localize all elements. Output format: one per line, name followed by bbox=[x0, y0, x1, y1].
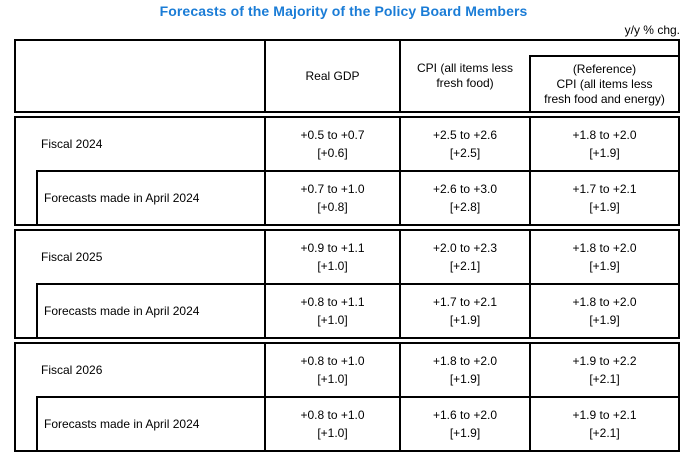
forecast-range: +1.8 to +2.0 bbox=[432, 354, 498, 368]
forecast-median: [+1.0] bbox=[317, 313, 348, 327]
forecast-range: +1.8 to +2.0 bbox=[572, 241, 637, 255]
forecast-range: +0.9 to +1.1 bbox=[300, 241, 365, 255]
forecast-median: [+2.1] bbox=[449, 259, 481, 273]
forecast-range: +0.8 to +1.0 bbox=[300, 354, 365, 368]
forecast-median: [+2.1] bbox=[589, 372, 620, 386]
cell-gdp-april-2025: +0.8 to +1.1 [+1.0] bbox=[264, 283, 399, 337]
cell-cpi-april-2025: +1.7 to +2.1 [+1.9] bbox=[399, 283, 529, 337]
forecast-median: [+1.9] bbox=[449, 372, 481, 386]
forecast-median: [+1.0] bbox=[317, 372, 348, 386]
forecast-median: [+1.0] bbox=[317, 426, 348, 440]
cell-ref-cpi-april-2024: +1.7 to +2.1 [+1.9] bbox=[529, 170, 678, 224]
forecast-range: +0.5 to +0.7 bbox=[300, 128, 365, 142]
cell-ref-cpi-fiscal-2025: +1.8 to +2.0 [+1.9] bbox=[529, 231, 678, 283]
forecast-median: [+2.1] bbox=[589, 426, 620, 440]
header-label-ref-line3: fresh food and energy) bbox=[544, 91, 665, 106]
header-label-cpi-line1: CPI (all items less bbox=[416, 61, 514, 75]
forecast-range: +1.6 to +2.0 bbox=[432, 408, 498, 422]
cell-cpi-fiscal-2024: +2.5 to +2.6 [+2.5] bbox=[399, 118, 529, 170]
april-label-cell: Forecasts made in April 2024 bbox=[16, 170, 264, 224]
row-fiscal-2026: Fiscal 2026 +0.8 to +1.0 [+1.0] +1.8 to … bbox=[16, 344, 678, 396]
forecast-median: [+2.5] bbox=[449, 146, 481, 160]
row-fiscal-2025: Fiscal 2025 +0.9 to +1.1 [+1.0] +2.0 to … bbox=[16, 231, 678, 283]
table-header-row: Real GDP CPI (all items less fresh food)… bbox=[14, 39, 680, 113]
april-forecast-label: Forecasts made in April 2024 bbox=[36, 396, 264, 450]
row-april-forecast-2025: Forecasts made in April 2024 +0.8 to +1.… bbox=[16, 283, 678, 337]
forecast-range: +1.8 to +2.0 bbox=[572, 128, 637, 142]
row-april-forecast-2026: Forecasts made in April 2024 +0.8 to +1.… bbox=[16, 396, 678, 450]
cell-cpi-fiscal-2025: +2.0 to +2.3 [+2.1] bbox=[399, 231, 529, 283]
cell-gdp-fiscal-2024: +0.5 to +0.7 [+0.6] bbox=[264, 118, 399, 170]
forecast-range: +2.5 to +2.6 bbox=[432, 128, 498, 142]
row-april-forecast-2024: Forecasts made in April 2024 +0.7 to +1.… bbox=[16, 170, 678, 224]
block-fiscal-2026: Fiscal 2026 +0.8 to +1.0 [+1.0] +1.8 to … bbox=[14, 342, 680, 452]
forecast-table: Real GDP CPI (all items less fresh food)… bbox=[14, 39, 680, 452]
cell-cpi-april-2026: +1.6 to +2.0 [+1.9] bbox=[399, 396, 529, 450]
cell-ref-cpi-april-2026: +1.9 to +2.1 [+2.1] bbox=[529, 396, 678, 450]
forecast-median: [+2.8] bbox=[449, 200, 481, 214]
reference-header-box: (Reference) CPI (all items less fresh fo… bbox=[529, 55, 678, 111]
block-fiscal-2024: Fiscal 2024 +0.5 to +0.7 [+0.6] +2.5 to … bbox=[14, 116, 680, 226]
row-fiscal-2024: Fiscal 2024 +0.5 to +0.7 [+0.6] +2.5 to … bbox=[16, 118, 678, 170]
report-title: Forecasts of the Majority of the Policy … bbox=[159, 3, 528, 19]
forecast-median: [+1.9] bbox=[589, 146, 620, 160]
forecast-range: +1.9 to +2.2 bbox=[572, 354, 637, 368]
fiscal-year-label: Fiscal 2024 bbox=[41, 137, 103, 151]
header-label-real-gdp: Real GDP bbox=[305, 68, 360, 83]
forecast-range: +0.8 to +1.0 bbox=[300, 408, 365, 422]
cell-gdp-fiscal-2025: +0.9 to +1.1 [+1.0] bbox=[264, 231, 399, 283]
header-cell-reference-cpi: (Reference) CPI (all items less fresh fo… bbox=[529, 41, 678, 111]
forecast-range: +0.8 to +1.1 bbox=[300, 295, 365, 309]
header-cell-empty bbox=[16, 41, 264, 111]
header-cell-cpi: CPI (all items less fresh food) bbox=[399, 41, 529, 111]
header-label-ref-line1: (Reference) bbox=[572, 61, 637, 76]
april-label-cell: Forecasts made in April 2024 bbox=[16, 396, 264, 450]
header-label-cpi-line2: fresh food) bbox=[436, 76, 494, 90]
cell-gdp-april-2024: +0.7 to +1.0 [+0.8] bbox=[264, 170, 399, 224]
forecast-median: [+1.9] bbox=[589, 313, 620, 327]
unit-note: y/y % chg. bbox=[624, 23, 680, 37]
forecast-range: +1.7 to +2.1 bbox=[432, 295, 498, 309]
header-label-ref-line2: CPI (all items less bbox=[556, 76, 653, 91]
forecast-median: [+1.0] bbox=[317, 259, 348, 273]
forecast-range: +0.7 to +1.0 bbox=[300, 182, 365, 196]
forecast-range: +1.7 to +2.1 bbox=[572, 182, 637, 196]
cell-ref-cpi-fiscal-2024: +1.8 to +2.0 [+1.9] bbox=[529, 118, 678, 170]
forecast-range: +1.9 to +2.1 bbox=[572, 408, 637, 422]
block-fiscal-2025: Fiscal 2025 +0.9 to +1.1 [+1.0] +2.0 to … bbox=[14, 229, 680, 339]
forecast-range: +2.6 to +3.0 bbox=[432, 182, 498, 196]
cell-cpi-april-2024: +2.6 to +3.0 [+2.8] bbox=[399, 170, 529, 224]
fiscal-year-label: Fiscal 2026 bbox=[41, 363, 103, 377]
forecast-median: [+0.6] bbox=[317, 146, 348, 160]
cell-cpi-fiscal-2026: +1.8 to +2.0 [+1.9] bbox=[399, 344, 529, 396]
april-forecast-label: Forecasts made in April 2024 bbox=[36, 283, 264, 337]
forecast-median: [+0.8] bbox=[317, 200, 348, 214]
april-forecast-label: Forecasts made in April 2024 bbox=[36, 170, 264, 224]
cell-gdp-april-2026: +0.8 to +1.0 [+1.0] bbox=[264, 396, 399, 450]
header-cell-real-gdp: Real GDP bbox=[264, 41, 399, 111]
forecast-range: +1.8 to +2.0 bbox=[572, 295, 637, 309]
april-label-cell: Forecasts made in April 2024 bbox=[16, 283, 264, 337]
forecast-median: [+1.9] bbox=[449, 313, 481, 327]
cell-ref-cpi-april-2025: +1.8 to +2.0 [+1.9] bbox=[529, 283, 678, 337]
forecast-median: [+1.9] bbox=[589, 259, 620, 273]
cell-gdp-fiscal-2026: +0.8 to +1.0 [+1.0] bbox=[264, 344, 399, 396]
cell-ref-cpi-fiscal-2026: +1.9 to +2.2 [+2.1] bbox=[529, 344, 678, 396]
forecast-median: [+1.9] bbox=[589, 200, 620, 214]
forecast-median: [+1.9] bbox=[449, 426, 481, 440]
fiscal-year-label: Fiscal 2025 bbox=[41, 250, 103, 264]
forecast-range: +2.0 to +2.3 bbox=[432, 241, 498, 255]
